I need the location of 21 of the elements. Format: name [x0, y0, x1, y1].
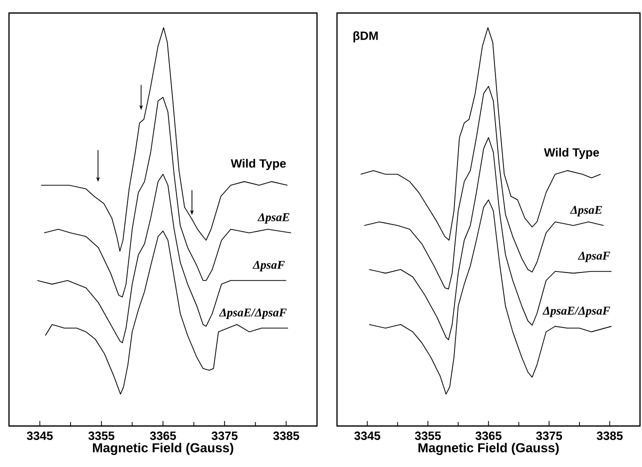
x-tick-label: 3355 [88, 432, 114, 440]
x-tick-label: 3375 [212, 432, 238, 440]
series-label: ΔpsaE/ΔpsaF [542, 306, 610, 318]
x-tick-label: 3355 [414, 432, 441, 440]
x-tick-label: 3345 [26, 432, 53, 440]
chart-title: βDM [353, 31, 378, 42]
series-label: ΔpsaF [578, 252, 610, 262]
series-label: ΔpsaE [257, 213, 290, 224]
series-label: ΔpsaE/ΔpsaF [218, 308, 287, 319]
series-label: ΔpsaF [252, 260, 285, 272]
x-tick-label: 3385 [596, 432, 623, 440]
x-tick-label: 3365 [150, 432, 176, 440]
x-tick-label: 3375 [536, 432, 562, 440]
series-label: Wild Type [230, 158, 286, 170]
x-axis-title: Magnetic Field (Gauss) [92, 442, 234, 455]
x-tick-label: 3345 [354, 432, 380, 440]
x-tick-label: 3385 [273, 432, 300, 440]
x-tick-label: 3365 [475, 432, 502, 440]
series-label: ΔpsaE [570, 206, 602, 216]
x-axis-title: Magnetic Field (Gauss) [418, 442, 559, 455]
series-label: Wild Type [544, 148, 600, 160]
